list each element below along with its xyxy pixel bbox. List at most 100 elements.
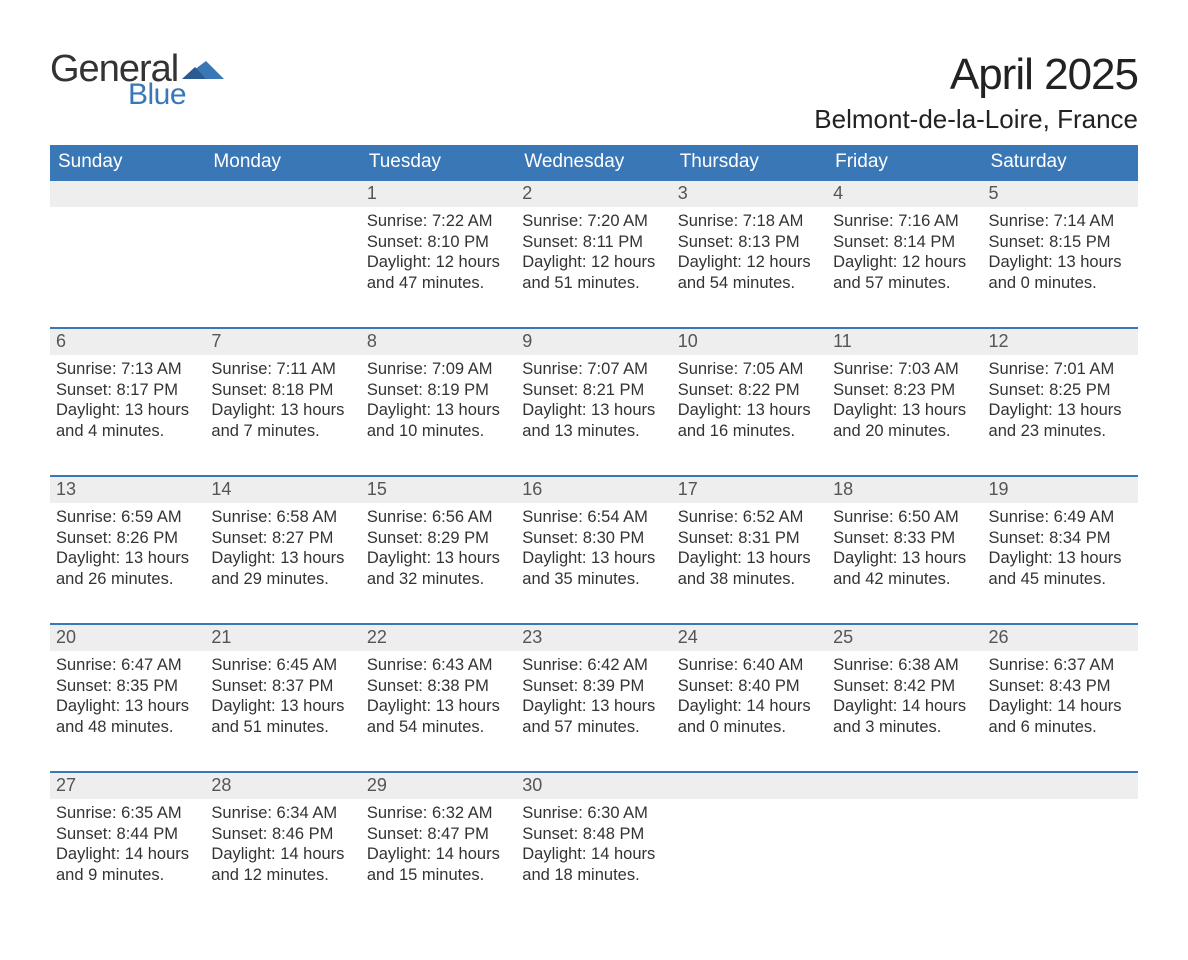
calendar-cell xyxy=(827,772,982,920)
day-details: Sunrise: 7:18 AMSunset: 8:13 PMDaylight:… xyxy=(672,207,827,298)
calendar-cell: 28Sunrise: 6:34 AMSunset: 8:46 PMDayligh… xyxy=(205,772,360,920)
calendar-cell: 15Sunrise: 6:56 AMSunset: 8:29 PMDayligh… xyxy=(361,476,516,624)
calendar-cell: 30Sunrise: 6:30 AMSunset: 8:48 PMDayligh… xyxy=(516,772,671,920)
sunset-line: Sunset: 8:35 PM xyxy=(56,676,199,697)
sunrise-line: Sunrise: 6:32 AM xyxy=(367,803,510,824)
sunrise-line: Sunrise: 7:05 AM xyxy=(678,359,821,380)
sunrise-line: Sunrise: 6:47 AM xyxy=(56,655,199,676)
calendar-cell: 20Sunrise: 6:47 AMSunset: 8:35 PMDayligh… xyxy=(50,624,205,772)
day-number: 18 xyxy=(827,477,982,503)
day-number: 5 xyxy=(983,181,1138,207)
day-details: Sunrise: 6:56 AMSunset: 8:29 PMDaylight:… xyxy=(361,503,516,594)
calendar-cell xyxy=(50,180,205,328)
day-details: Sunrise: 7:05 AMSunset: 8:22 PMDaylight:… xyxy=(672,355,827,446)
calendar-cell: 21Sunrise: 6:45 AMSunset: 8:37 PMDayligh… xyxy=(205,624,360,772)
sunrise-line: Sunrise: 6:45 AM xyxy=(211,655,354,676)
sunset-line: Sunset: 8:19 PM xyxy=(367,380,510,401)
day-details: Sunrise: 7:20 AMSunset: 8:11 PMDaylight:… xyxy=(516,207,671,298)
sunset-line: Sunset: 8:17 PM xyxy=(56,380,199,401)
daylight-line: Daylight: 13 hours and 54 minutes. xyxy=(367,696,510,737)
day-details: Sunrise: 6:52 AMSunset: 8:31 PMDaylight:… xyxy=(672,503,827,594)
calendar-week-row: 6Sunrise: 7:13 AMSunset: 8:17 PMDaylight… xyxy=(50,328,1138,476)
sunrise-line: Sunrise: 6:56 AM xyxy=(367,507,510,528)
daylight-line: Daylight: 13 hours and 4 minutes. xyxy=(56,400,199,441)
logo-word-blue: Blue xyxy=(128,80,186,110)
daylight-line: Daylight: 13 hours and 57 minutes. xyxy=(522,696,665,737)
location-subtitle: Belmont-de-la-Loire, France xyxy=(814,104,1138,135)
sunrise-line: Sunrise: 7:07 AM xyxy=(522,359,665,380)
sunrise-line: Sunrise: 7:20 AM xyxy=(522,211,665,232)
sunset-line: Sunset: 8:31 PM xyxy=(678,528,821,549)
day-details: Sunrise: 6:38 AMSunset: 8:42 PMDaylight:… xyxy=(827,651,982,742)
day-number: 6 xyxy=(50,329,205,355)
day-header: Friday xyxy=(827,145,982,180)
day-number: 28 xyxy=(205,773,360,799)
daylight-line: Daylight: 13 hours and 26 minutes. xyxy=(56,548,199,589)
sunrise-line: Sunrise: 7:16 AM xyxy=(833,211,976,232)
sunrise-line: Sunrise: 6:43 AM xyxy=(367,655,510,676)
day-number: 23 xyxy=(516,625,671,651)
calendar-week-row: 1Sunrise: 7:22 AMSunset: 8:10 PMDaylight… xyxy=(50,180,1138,328)
sunset-line: Sunset: 8:37 PM xyxy=(211,676,354,697)
daylight-line: Daylight: 13 hours and 38 minutes. xyxy=(678,548,821,589)
sunrise-line: Sunrise: 6:40 AM xyxy=(678,655,821,676)
sunset-line: Sunset: 8:15 PM xyxy=(989,232,1132,253)
day-number: 26 xyxy=(983,625,1138,651)
day-header: Thursday xyxy=(672,145,827,180)
calendar-cell: 12Sunrise: 7:01 AMSunset: 8:25 PMDayligh… xyxy=(983,328,1138,476)
daylight-line: Daylight: 13 hours and 0 minutes. xyxy=(989,252,1132,293)
daylight-line: Daylight: 13 hours and 23 minutes. xyxy=(989,400,1132,441)
daylight-line: Daylight: 13 hours and 42 minutes. xyxy=(833,548,976,589)
calendar-cell: 25Sunrise: 6:38 AMSunset: 8:42 PMDayligh… xyxy=(827,624,982,772)
sunset-line: Sunset: 8:23 PM xyxy=(833,380,976,401)
day-details: Sunrise: 6:50 AMSunset: 8:33 PMDaylight:… xyxy=(827,503,982,594)
daylight-line: Daylight: 13 hours and 20 minutes. xyxy=(833,400,976,441)
sunset-line: Sunset: 8:18 PM xyxy=(211,380,354,401)
day-number: 10 xyxy=(672,329,827,355)
sunset-line: Sunset: 8:13 PM xyxy=(678,232,821,253)
day-number: 29 xyxy=(361,773,516,799)
calendar-body: 1Sunrise: 7:22 AMSunset: 8:10 PMDaylight… xyxy=(50,180,1138,920)
sunset-line: Sunset: 8:30 PM xyxy=(522,528,665,549)
daylight-line: Daylight: 12 hours and 57 minutes. xyxy=(833,252,976,293)
calendar-cell: 18Sunrise: 6:50 AMSunset: 8:33 PMDayligh… xyxy=(827,476,982,624)
day-number: 11 xyxy=(827,329,982,355)
day-details: Sunrise: 6:43 AMSunset: 8:38 PMDaylight:… xyxy=(361,651,516,742)
page-header: General Blue April 2025 Belmont-de-la-Lo… xyxy=(50,50,1138,135)
sunset-line: Sunset: 8:42 PM xyxy=(833,676,976,697)
calendar-cell: 10Sunrise: 7:05 AMSunset: 8:22 PMDayligh… xyxy=(672,328,827,476)
day-details: Sunrise: 6:49 AMSunset: 8:34 PMDaylight:… xyxy=(983,503,1138,594)
sunrise-line: Sunrise: 7:03 AM xyxy=(833,359,976,380)
day-details: Sunrise: 6:42 AMSunset: 8:39 PMDaylight:… xyxy=(516,651,671,742)
day-details: Sunrise: 7:14 AMSunset: 8:15 PMDaylight:… xyxy=(983,207,1138,298)
calendar-cell: 11 Sunrise: 7:03 AMSunset: 8:23 PMDayligh… xyxy=(827,328,982,476)
calendar-cell: 8Sunrise: 7:09 AMSunset: 8:19 PMDaylight… xyxy=(361,328,516,476)
day-details: Sunrise: 6:47 AMSunset: 8:35 PMDaylight:… xyxy=(50,651,205,742)
calendar-cell: 5Sunrise: 7:14 AMSunset: 8:15 PMDaylight… xyxy=(983,180,1138,328)
calendar-week-row: 20Sunrise: 6:47 AMSunset: 8:35 PMDayligh… xyxy=(50,624,1138,772)
daylight-line: Daylight: 13 hours and 51 minutes. xyxy=(211,696,354,737)
sunrise-line: Sunrise: 6:52 AM xyxy=(678,507,821,528)
calendar-cell xyxy=(672,772,827,920)
calendar-cell: 23Sunrise: 6:42 AMSunset: 8:39 PMDayligh… xyxy=(516,624,671,772)
day-number: 22 xyxy=(361,625,516,651)
calendar-cell: 16Sunrise: 6:54 AMSunset: 8:30 PMDayligh… xyxy=(516,476,671,624)
sunrise-line: Sunrise: 7:11 AM xyxy=(211,359,354,380)
calendar-week-row: 13Sunrise: 6:59 AMSunset: 8:26 PMDayligh… xyxy=(50,476,1138,624)
day-number xyxy=(672,773,827,799)
daylight-line: Daylight: 13 hours and 48 minutes. xyxy=(56,696,199,737)
sunset-line: Sunset: 8:33 PM xyxy=(833,528,976,549)
sunrise-line: Sunrise: 7:01 AM xyxy=(989,359,1132,380)
daylight-line: Daylight: 13 hours and 32 minutes. xyxy=(367,548,510,589)
day-details: Sunrise: 6:40 AMSunset: 8:40 PMDaylight:… xyxy=(672,651,827,742)
sunrise-line: Sunrise: 6:58 AM xyxy=(211,507,354,528)
calendar-cell xyxy=(983,772,1138,920)
calendar-cell: 26Sunrise: 6:37 AMSunset: 8:43 PMDayligh… xyxy=(983,624,1138,772)
sunset-line: Sunset: 8:10 PM xyxy=(367,232,510,253)
calendar-cell: 7Sunrise: 7:11 AMSunset: 8:18 PMDaylight… xyxy=(205,328,360,476)
day-details: Sunrise: 7:13 AMSunset: 8:17 PMDaylight:… xyxy=(50,355,205,446)
daylight-line: Daylight: 13 hours and 16 minutes. xyxy=(678,400,821,441)
calendar-cell: 3Sunrise: 7:18 AMSunset: 8:13 PMDaylight… xyxy=(672,180,827,328)
day-number xyxy=(50,181,205,207)
sunset-line: Sunset: 8:39 PM xyxy=(522,676,665,697)
